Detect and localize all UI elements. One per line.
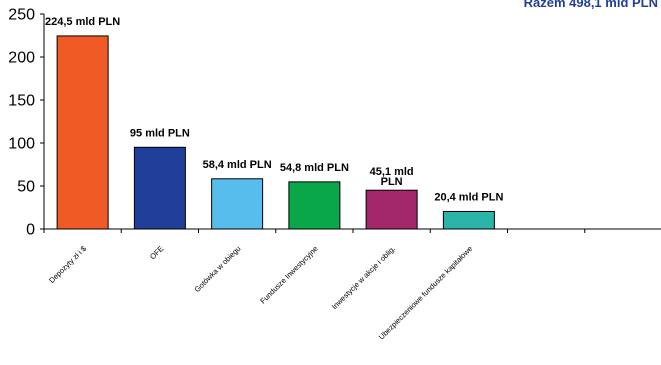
chart-title: Razem 498,1 mld PLN [524,0,658,10]
y-tick-label: 200 [8,50,35,67]
axes: 0 50 100 150 200 250 [8,7,661,239]
x-tick-label: Depozyty zł i $ [47,243,88,284]
data-labels: 224,5 mld PLN 95 mld PLN 58,4 mld PLN 54,8 … [45,16,503,204]
x-tick-label: OFE [148,244,165,261]
bar [133,146,186,230]
x-tick-labels: Depozyty zł i $ OFE Gotówka w obiegu Fundus… [47,243,474,341]
bar [211,178,264,230]
y-tick-label: 0 [26,222,35,239]
x-tick-label: Ubezpieczeniowe fundusze kapitałowe [377,244,474,341]
x-tick-label: Gotówka w obiegu [193,244,243,294]
data-label: PLN [381,176,403,188]
bar [56,35,109,230]
data-label: 58,4 mld PLN [203,159,272,171]
data-label: 45,1 mld [370,166,414,178]
bar [442,210,495,230]
bars [56,35,495,230]
y-tick-label: 50 [17,179,35,196]
x-tick-label: Inwestycje w akcje i oblig. [330,244,397,311]
data-label: 54,8 mld PLN [280,162,349,174]
data-label: 95 mld PLN [130,127,190,139]
bar [288,181,341,230]
y-tick-label: 150 [8,93,35,110]
y-tick-label: 250 [8,7,35,24]
data-label: 224,5 mld PLN [45,16,120,28]
data-label: 20,4 mld PLN [434,191,503,203]
y-tick-label: 100 [8,136,35,153]
bar [365,189,418,230]
x-tick-label: Fundusze Inwestycyjne [258,244,319,305]
